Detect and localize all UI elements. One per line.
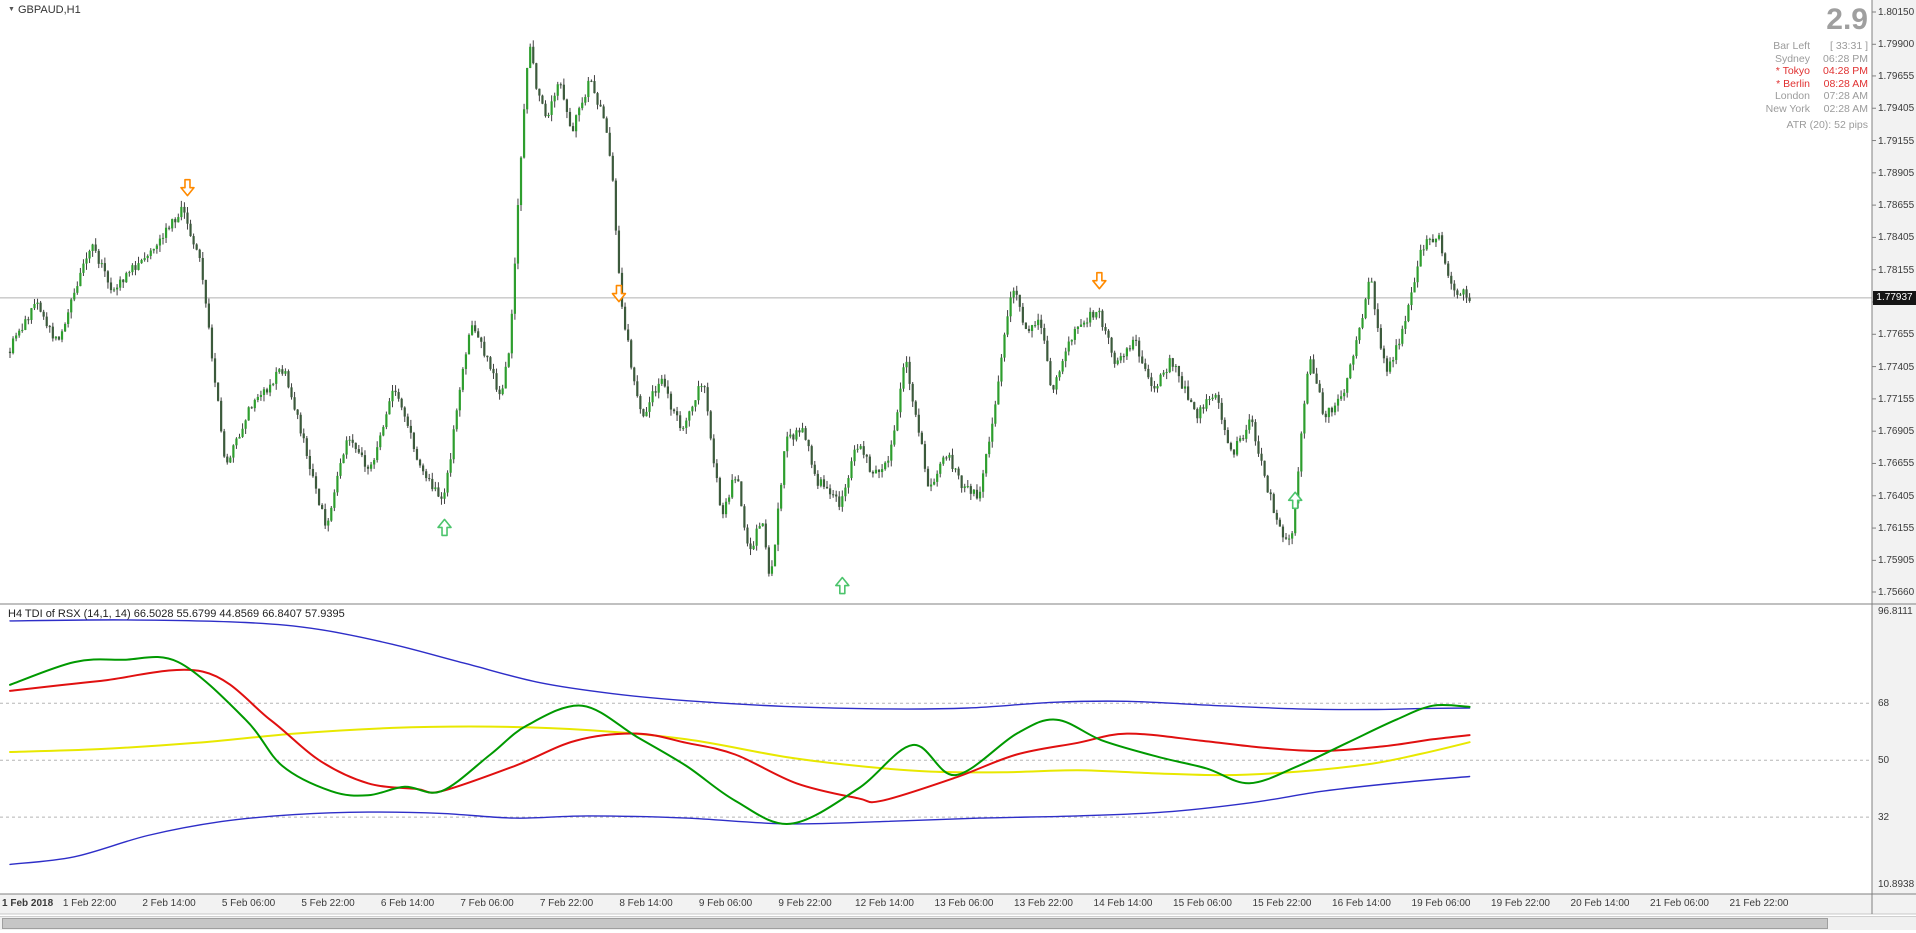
time-axis-label: 21 Feb 06:00: [1650, 898, 1709, 909]
price-axis-label: 1.79155: [1878, 135, 1915, 147]
atr-label: ATR (20): 52 pips: [1786, 119, 1868, 131]
time-axis-label: 8 Feb 14:00: [619, 898, 673, 909]
time-axis-label: 9 Feb 22:00: [778, 898, 832, 909]
time-axis-label: 2 Feb 14:00: [142, 898, 196, 909]
info-row-value: 08:28 AM: [1823, 77, 1868, 90]
current-price-badge: 1.77937: [1873, 290, 1916, 305]
price-axis-label: 1.75905: [1878, 555, 1915, 567]
time-axis-label: 14 Feb 14:00: [1093, 898, 1153, 909]
session-info-row: Sydney 06:28 PM: [1738, 53, 1868, 66]
indicator-title: H4 TDI of RSX (14,1, 14) 66.5028 55.6799…: [8, 608, 345, 620]
price-axis-label: 1.80150: [1878, 7, 1915, 18]
info-row-label: Bar Left: [1773, 40, 1810, 52]
price-axis-label: 1.79900: [1878, 39, 1915, 51]
session-info-row: London 07:28 AM: [1738, 90, 1868, 103]
info-row-label: London: [1774, 90, 1810, 102]
price-axis-label: 1.77655: [1878, 329, 1915, 341]
info-row-label: Sydney: [1774, 52, 1810, 65]
indicator-axis-max-label: 96.8111: [1878, 606, 1913, 617]
indicator-axis-min-label: 10.8938: [1878, 879, 1915, 890]
info-row-value: [ 33:31 ]: [1830, 40, 1868, 52]
info-row-label: New York: [1765, 102, 1810, 115]
time-axis-label: 12 Feb 14:00: [855, 898, 914, 909]
price-axis-label: 1.75660: [1878, 587, 1915, 598]
price-axis-label: 1.77155: [1878, 393, 1915, 405]
time-axis-label: 15 Feb 06:00: [1173, 898, 1232, 909]
time-axis-label: 1 Feb 2018: [2, 898, 54, 909]
price-axis-label: 1.78405: [1878, 232, 1915, 244]
time-axis-label: 1 Feb 22:00: [62, 898, 117, 909]
time-axis-label: 9 Feb 06:00: [698, 898, 753, 909]
time-axis-label: 20 Feb 14:00: [1570, 898, 1630, 909]
time-axis-label: 6 Feb 14:00: [380, 898, 435, 909]
indicator-grid-label: 50: [1878, 755, 1890, 767]
info-row-label: * Berlin: [1776, 77, 1810, 90]
price-axis-label: 1.76155: [1878, 523, 1915, 535]
time-axis-label: 19 Feb 22:00: [1491, 898, 1550, 909]
info-row-value: 04:28 PM: [1823, 65, 1868, 77]
price-axis-label: 1.76905: [1878, 426, 1915, 438]
info-row-value: 02:28 AM: [1823, 102, 1868, 115]
time-axis-label: 13 Feb 06:00: [934, 898, 994, 909]
time-axis-label: 5 Feb 22:00: [301, 898, 355, 909]
price-axis-label: 1.78905: [1878, 167, 1915, 179]
session-info-row: * Tokyo 04:28 PM: [1738, 65, 1868, 78]
time-axis-label: 7 Feb 06:00: [460, 898, 514, 909]
symbol-text: GBPAUD,H1: [17, 4, 81, 16]
indicator-grid-label: 68: [1878, 698, 1890, 710]
price-axis-label: 1.78655: [1878, 200, 1915, 212]
session-info-rows: Bar Left [ 33:31 ] Sydney 06:28 PM * Tokyo 04…: [1738, 40, 1868, 115]
info-row-value: 07:28 AM: [1823, 90, 1868, 102]
info-row-value: 06:28 PM: [1823, 52, 1868, 65]
time-axis-label: 5 Feb 06:00: [221, 898, 276, 909]
time-axis-label: 19 Feb 06:00: [1411, 898, 1471, 909]
price-axis-label: 1.79655: [1878, 70, 1915, 82]
time-axis-label: 21 Feb 22:00: [1729, 898, 1789, 909]
price-axis-label: 1.76655: [1878, 458, 1915, 470]
time-axis-label: 16 Feb 14:00: [1332, 898, 1391, 909]
spread-value: 2.9: [1826, 3, 1868, 36]
symbol-label: ▼ GBPAUD,H1: [8, 4, 81, 16]
price-axis-label: 1.79405: [1878, 103, 1915, 115]
chevron-down-icon: ▼: [8, 6, 15, 13]
time-axis-label: 15 Feb 22:00: [1252, 898, 1312, 909]
session-info-row: Bar Left [ 33:31 ]: [1738, 40, 1868, 53]
horizontal-scrollbar[interactable]: [0, 916, 1916, 930]
session-info-row: New York 02:28 AM: [1738, 103, 1868, 116]
session-info-row: * Berlin 08:28 AM: [1738, 78, 1868, 91]
price-axis-label: 1.76405: [1878, 490, 1915, 502]
scrollbar-thumb[interactable]: [2, 918, 1828, 929]
time-axis-label: 7 Feb 22:00: [539, 898, 594, 909]
price-axis-label: 1.78155: [1878, 264, 1915, 276]
indicator-grid-label: 32: [1878, 812, 1890, 824]
info-row-label: * Tokyo: [1775, 65, 1810, 77]
time-axis-label: 13 Feb 22:00: [1014, 898, 1073, 909]
session-info-panel: 2.9 Bar Left[ 33:31 ] Sydney 06:28 PM * Tok…: [1738, 3, 1868, 132]
price-axis-label: 1.77405: [1878, 361, 1915, 373]
